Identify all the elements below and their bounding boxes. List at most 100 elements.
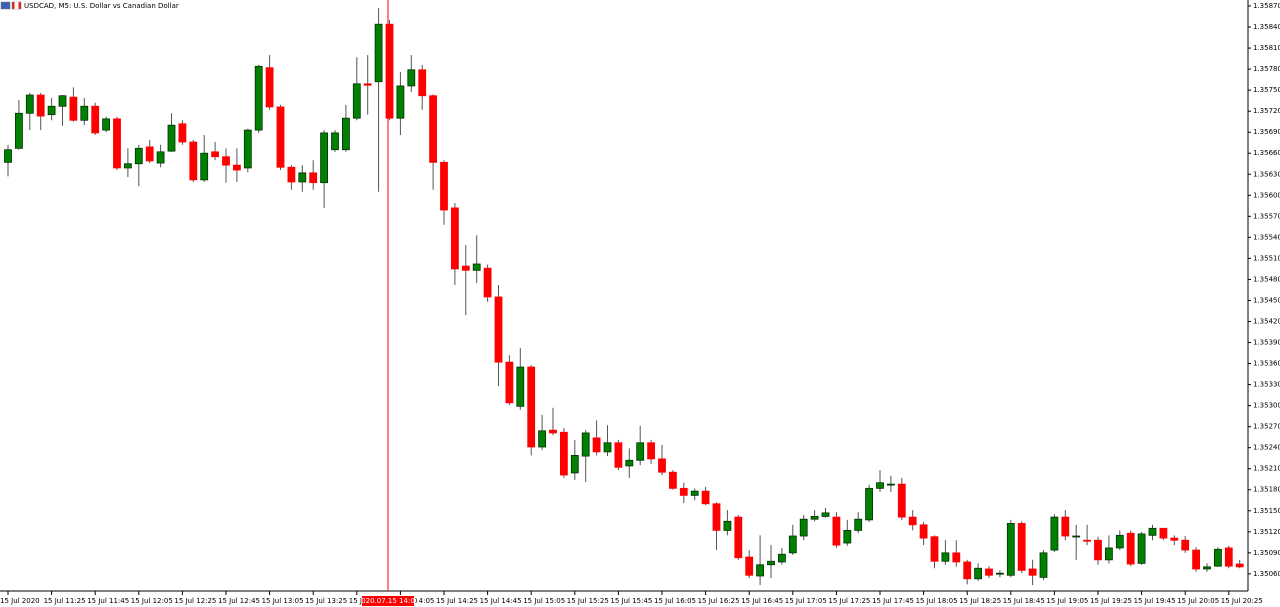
y-tick-label: 1.35600 (1253, 191, 1280, 199)
y-tick-label: 1.35450 (1253, 296, 1280, 304)
candle-body (669, 471, 677, 489)
candle-body (723, 520, 732, 531)
candle-body (58, 95, 67, 107)
candles (4, 8, 1244, 586)
x-tick-label: 15 Jul 15:05 (523, 597, 565, 605)
candle-body (1137, 533, 1146, 564)
candle-body (1181, 539, 1190, 551)
y-tick-label: 1.35180 (1253, 486, 1280, 494)
flag-icon (14, 2, 19, 9)
candle-body (1094, 539, 1102, 561)
candle-body (876, 482, 884, 489)
candle-body (145, 146, 154, 162)
y-tick-label: 1.35810 (1253, 44, 1280, 52)
candle-body (80, 105, 89, 121)
x-tick-label: 15 Jul 15:45 (610, 597, 652, 605)
candle-body (494, 296, 503, 363)
candle-body (887, 483, 895, 486)
candle-body (690, 490, 699, 496)
candle-body (701, 490, 710, 505)
candle-body (113, 118, 121, 169)
crosshair-label: 2020.07.15 14:00 (357, 597, 419, 605)
candle-body (167, 124, 176, 152)
candle-body (1235, 563, 1244, 568)
y-tick-label: 1.35330 (1253, 381, 1280, 389)
candle-body (178, 123, 187, 143)
candle-body (1006, 522, 1015, 576)
x-tick-label: 15 Jul 16:45 (741, 597, 783, 605)
candle-body (1083, 539, 1091, 542)
x-tick-label: 15 Jul 17:25 (828, 597, 870, 605)
candle-body (636, 442, 645, 461)
candle-body (767, 560, 775, 566)
candle-body (407, 69, 416, 87)
candle-body (276, 106, 285, 168)
candle-body (189, 141, 198, 181)
candle-body (843, 530, 852, 544)
candle-body (134, 147, 143, 165)
y-tick-label: 1.35540 (1253, 233, 1280, 241)
candle-body (1115, 534, 1124, 549)
candle-body (1061, 516, 1070, 537)
y-tick-label: 1.35720 (1253, 107, 1280, 115)
candle-body (974, 567, 982, 580)
candle-body (341, 117, 350, 151)
y-tick-label: 1.35750 (1253, 86, 1280, 94)
y-tick-label: 1.35300 (1253, 402, 1280, 410)
candle-body (1224, 547, 1233, 567)
x-tick-label: 15 Jul 18:25 (959, 597, 1001, 605)
candle-body (854, 518, 863, 531)
candle-body (1148, 527, 1157, 536)
candle-body (102, 118, 110, 131)
candle-body (799, 518, 808, 537)
candle-body (298, 172, 307, 183)
x-tick-label: 15 Jul 2020 (0, 597, 40, 605)
candle-body (429, 95, 438, 163)
candle-body (211, 151, 220, 158)
x-tick-label: 15 Jul 14:45 (480, 597, 522, 605)
x-tick-label: 15 Jul 19:45 (1134, 597, 1176, 605)
candle-body (1170, 537, 1179, 541)
candle-body (320, 132, 329, 184)
x-tick-label: 15 Jul 14:25 (436, 597, 478, 605)
y-tick-label: 1.35570 (1253, 212, 1280, 220)
crosshair-label-box (362, 596, 414, 606)
x-tick-label: 15 Jul 18:45 (1003, 597, 1045, 605)
candle-body (14, 112, 23, 149)
candle-body (1192, 549, 1200, 570)
candle-body (352, 83, 361, 119)
y-tick-label: 1.35630 (1253, 170, 1280, 178)
candle-body (36, 94, 45, 117)
y-tick-label: 1.35240 (1253, 444, 1280, 452)
y-tick-label: 1.35420 (1253, 317, 1280, 325)
candle-body (745, 556, 754, 576)
x-tick-label: 15 Jul 19:05 (1046, 597, 1088, 605)
candle-body (254, 65, 263, 131)
candle-body (1159, 527, 1168, 539)
candle-body (603, 442, 612, 453)
candle-body (1039, 552, 1048, 578)
candle-body (1028, 568, 1037, 576)
candle-body (1214, 548, 1222, 567)
candle-body (47, 105, 56, 116)
candle-body (374, 23, 383, 83)
y-tick-label: 1.35390 (1253, 339, 1280, 347)
candle-body (679, 487, 688, 496)
candle-body (625, 459, 634, 467)
y-tick-label: 1.35120 (1253, 528, 1280, 536)
chart-title: USDCAD, M5: U.S. Dollar vs Canadian Doll… (24, 2, 179, 10)
candle-body (952, 552, 961, 563)
candle-body (930, 536, 939, 562)
y-tick-label: 1.35780 (1253, 65, 1280, 73)
candle-body (832, 516, 841, 546)
candle-body (69, 96, 78, 121)
candle-body (1105, 547, 1113, 561)
candle-body (418, 69, 427, 97)
candle-body (91, 105, 100, 134)
candle-body (243, 129, 252, 169)
candle-body (821, 512, 830, 517)
candle-body (483, 267, 492, 298)
x-tick-label: 15 Jul 18:05 (916, 597, 958, 605)
candle-body (385, 23, 394, 119)
